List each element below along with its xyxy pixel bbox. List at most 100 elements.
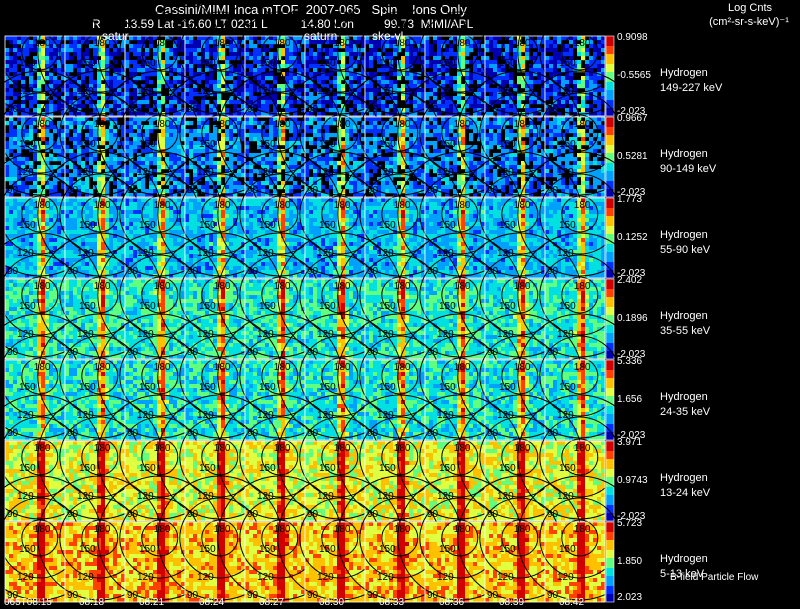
pixel bbox=[297, 173, 301, 177]
pixel bbox=[365, 125, 369, 129]
pixel bbox=[193, 129, 197, 133]
pixel bbox=[73, 64, 77, 68]
pixel bbox=[461, 60, 465, 64]
pixel bbox=[89, 121, 93, 125]
pixel bbox=[537, 68, 541, 72]
pixel bbox=[9, 173, 13, 177]
pixel bbox=[393, 157, 397, 161]
pixel bbox=[461, 141, 465, 145]
pixel bbox=[209, 112, 213, 116]
pixel bbox=[357, 104, 361, 108]
pixel bbox=[141, 157, 145, 161]
pixel bbox=[553, 56, 557, 60]
pixel bbox=[481, 104, 485, 108]
pixel bbox=[597, 145, 601, 149]
pixel bbox=[89, 157, 93, 161]
pixel bbox=[17, 76, 21, 80]
pixel bbox=[409, 56, 413, 60]
pixel bbox=[25, 52, 29, 56]
pixel bbox=[17, 48, 21, 52]
pixel bbox=[445, 189, 449, 193]
pixel bbox=[69, 153, 73, 157]
pixel bbox=[361, 48, 365, 52]
pixel bbox=[485, 133, 489, 137]
colorbar-step bbox=[606, 86, 614, 88]
pixel bbox=[65, 117, 69, 121]
pixel bbox=[145, 52, 149, 56]
pixel bbox=[369, 125, 373, 129]
pixel bbox=[37, 165, 41, 169]
pixel bbox=[237, 149, 241, 153]
pixel bbox=[357, 88, 361, 92]
pixel bbox=[489, 145, 493, 149]
pixel bbox=[101, 52, 105, 56]
pixel bbox=[509, 129, 513, 133]
pixel bbox=[221, 52, 225, 56]
pixel bbox=[65, 96, 69, 100]
pixel bbox=[417, 173, 421, 177]
colorbar-step bbox=[606, 68, 614, 70]
pixel bbox=[493, 40, 497, 44]
pixel bbox=[29, 125, 33, 129]
pixel bbox=[489, 60, 493, 64]
pixel bbox=[113, 100, 117, 104]
pixel bbox=[89, 189, 93, 193]
pixel bbox=[545, 141, 549, 145]
pixel bbox=[369, 60, 373, 64]
pixel bbox=[401, 96, 405, 100]
pixel bbox=[349, 76, 353, 80]
pixel bbox=[313, 117, 317, 121]
pixel bbox=[169, 189, 173, 193]
pixel bbox=[297, 92, 301, 96]
pixel bbox=[469, 181, 473, 185]
pixel bbox=[45, 141, 49, 145]
pixel bbox=[117, 185, 121, 189]
colorbar-step bbox=[606, 129, 614, 131]
pixel bbox=[105, 60, 109, 64]
pixel bbox=[465, 60, 469, 64]
pixel bbox=[249, 117, 253, 121]
pixel bbox=[301, 137, 305, 141]
pixel bbox=[13, 133, 17, 137]
pixel bbox=[601, 56, 605, 60]
pixel bbox=[377, 52, 381, 56]
pixel bbox=[445, 52, 449, 56]
pixel bbox=[309, 92, 313, 96]
pixel bbox=[445, 80, 449, 84]
pixel bbox=[385, 161, 389, 165]
pixel bbox=[489, 36, 493, 40]
pixel bbox=[465, 157, 469, 161]
pixel bbox=[485, 36, 489, 40]
pixel bbox=[53, 76, 57, 80]
pixel bbox=[265, 104, 269, 108]
pixel bbox=[125, 96, 129, 100]
pixel bbox=[125, 149, 129, 153]
pixel bbox=[153, 52, 157, 56]
pixel bbox=[73, 141, 77, 145]
pixel bbox=[189, 141, 193, 145]
pixel bbox=[577, 145, 581, 149]
pixel bbox=[537, 117, 541, 121]
pixel bbox=[297, 76, 301, 80]
pixel bbox=[165, 141, 169, 145]
pixel bbox=[125, 165, 129, 169]
ring-label: 180 bbox=[154, 38, 171, 49]
pixel bbox=[129, 92, 133, 96]
pixel bbox=[477, 112, 481, 116]
pixel bbox=[601, 112, 605, 116]
ring-label: 150 bbox=[319, 58, 336, 69]
pixel bbox=[509, 189, 513, 193]
pixel bbox=[65, 36, 69, 40]
pixel bbox=[133, 121, 137, 125]
pixel bbox=[229, 189, 233, 193]
pixel bbox=[429, 88, 433, 92]
pixel bbox=[121, 169, 125, 173]
pixel bbox=[77, 129, 81, 133]
pixel bbox=[561, 80, 565, 84]
pixel bbox=[357, 193, 361, 197]
pixel bbox=[549, 92, 553, 96]
pixel bbox=[185, 149, 189, 153]
pixel bbox=[429, 153, 433, 157]
pixel bbox=[209, 104, 213, 108]
pixel bbox=[353, 100, 357, 104]
